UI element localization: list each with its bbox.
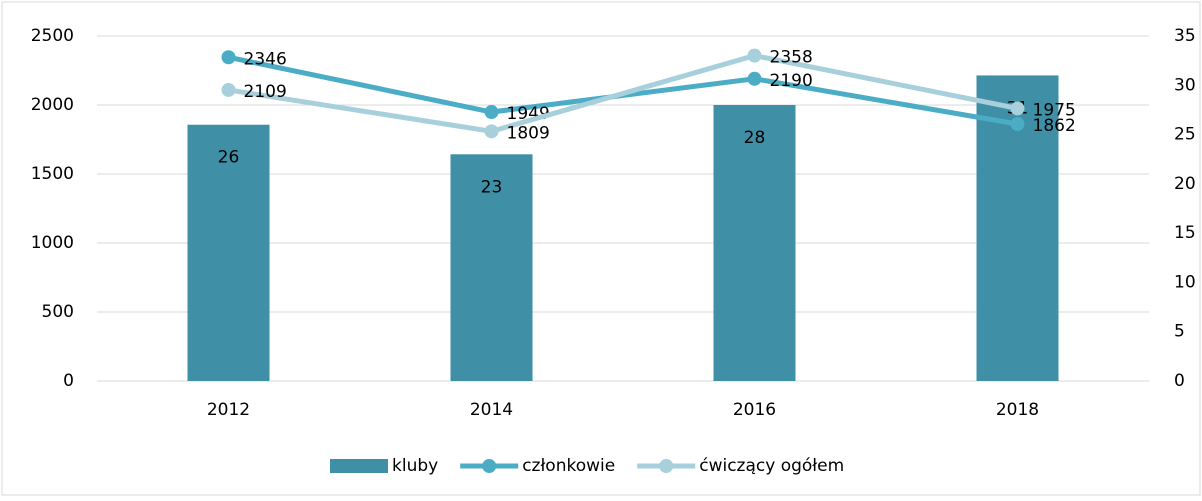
y2-tick-label: 5 — [1174, 322, 1185, 342]
line-marker — [221, 50, 236, 65]
y2-tick-label: 35 — [1174, 26, 1196, 46]
line-marker — [747, 71, 762, 86]
bar — [450, 154, 533, 381]
line-marker — [1010, 101, 1025, 116]
y2-tick-label: 30 — [1174, 75, 1196, 95]
legend-marker — [482, 459, 497, 473]
line-value-label: 2109 — [244, 82, 287, 102]
line-value-label: 1809 — [507, 123, 550, 143]
line — [228, 53, 1018, 134]
legend-label: kluby — [392, 456, 438, 476]
legend-label: ćwiczący ogółem — [699, 456, 844, 476]
line-value-label: 2346 — [244, 49, 287, 69]
line-marker — [484, 124, 499, 139]
line-value-label: 2190 — [770, 71, 813, 91]
y-tick-label: 2000 — [31, 95, 74, 115]
x-tick-label: 2018 — [996, 400, 1039, 420]
line-marker — [747, 48, 762, 63]
bar — [713, 105, 796, 381]
line-marker — [484, 105, 499, 120]
y-tick-label: 1000 — [31, 233, 74, 253]
y-tick-label: 500 — [42, 302, 74, 322]
x-tick-label: 2014 — [470, 400, 513, 420]
y-tick-label: 2500 — [31, 26, 74, 46]
line-value-label: 1862 — [1033, 116, 1076, 136]
bar-value-label: 26 — [218, 148, 240, 168]
bar-value-label: 28 — [744, 128, 766, 148]
y-tick-label: 0 — [63, 371, 74, 391]
legend-swatch — [330, 459, 388, 473]
y-tick-label: 1500 — [31, 164, 74, 184]
x-tick-label: 2016 — [733, 400, 776, 420]
y2-tick-label: 10 — [1174, 272, 1196, 292]
legend-marker — [659, 459, 674, 473]
bar-value-label: 23 — [481, 177, 503, 197]
line-value-label: 1975 — [1033, 100, 1076, 120]
line — [227, 54, 1018, 127]
x-tick-label: 2012 — [207, 400, 250, 420]
line-marker — [1010, 117, 1025, 132]
line-marker — [221, 82, 236, 97]
y2-tick-label: 20 — [1174, 174, 1196, 194]
y2-tick-label: 25 — [1174, 125, 1196, 145]
line-value-label: 2358 — [770, 48, 813, 68]
y2-tick-label: 0 — [1174, 371, 1185, 391]
legend-label: członkowie — [522, 456, 615, 476]
y2-tick-label: 15 — [1174, 223, 1196, 243]
bar — [187, 124, 270, 381]
